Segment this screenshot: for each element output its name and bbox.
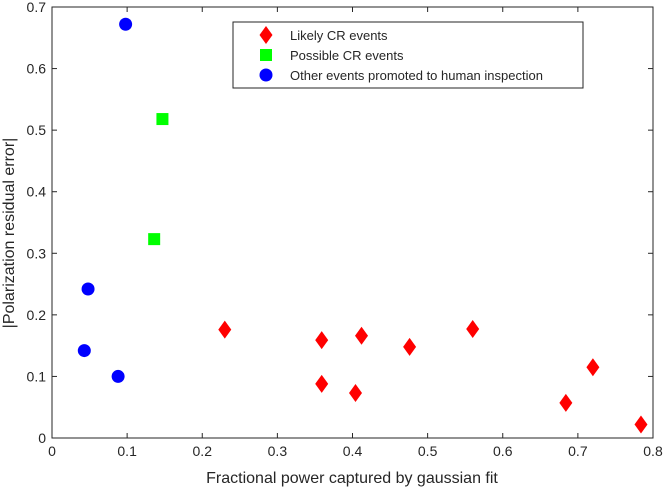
legend-diamond-marker [259,26,273,44]
circle-point [81,282,95,296]
axes: 0 0.1 0.2 0.3 0.4 0.5 0.6 0.7 0.8 0 0.1 0.2 0.3 0.4 0.… [27,0,663,459]
x-tick-label: 0.5 [418,443,438,459]
x-tick-label: 0.8 [643,443,663,459]
square-point [148,233,161,246]
y-tick-label: 0.6 [27,61,47,77]
x-axis-title: Fractional power captured by gaussian fi… [206,470,498,487]
diamond-point [355,326,369,345]
x-tick-label: 0.1 [117,443,137,459]
diamond-point [218,320,232,339]
diamond-point [349,384,363,403]
y-tick-label: 0.1 [27,368,47,384]
y-tick-label: 0.4 [27,184,47,200]
x-tick-label: 0.7 [568,443,588,459]
y-axis-title: |Polarization residual error| [1,138,18,329]
diamond-point [634,415,648,434]
diamond-point [315,331,329,350]
legend: Likely CR events Possible CR events Other … [232,21,584,89]
x-tick-label: 0 [48,443,56,459]
y-tick-label: 0.7 [27,0,47,15]
legend-box [232,21,584,89]
x-tick-label: 0.3 [268,443,288,459]
legend-label: Other events promoted to human inspectio… [290,68,543,83]
circle-point [77,344,91,358]
legend-circle-marker [259,68,273,82]
diamond-point [559,393,573,412]
y-tick-label: 0 [38,430,46,446]
x-tick-label: 0.4 [343,443,363,459]
circle-point [119,17,133,31]
data-marks [77,17,648,434]
y-tick-label: 0.2 [27,307,47,323]
diamond-point [466,320,480,339]
y-tick-label: 0.5 [27,122,47,138]
y-tick-label: 0.3 [27,245,47,261]
diamond-point [403,337,417,356]
diamond-point [586,358,600,377]
x-tick-label: 0.2 [193,443,213,459]
legend-square-marker [260,49,272,61]
circle-point [111,369,125,383]
legend-label: Possible CR events [290,48,404,63]
legend-label: Likely CR events [290,28,388,43]
diamond-point [315,374,329,393]
x-tick-label: 0.6 [493,443,513,459]
square-point [156,113,169,126]
